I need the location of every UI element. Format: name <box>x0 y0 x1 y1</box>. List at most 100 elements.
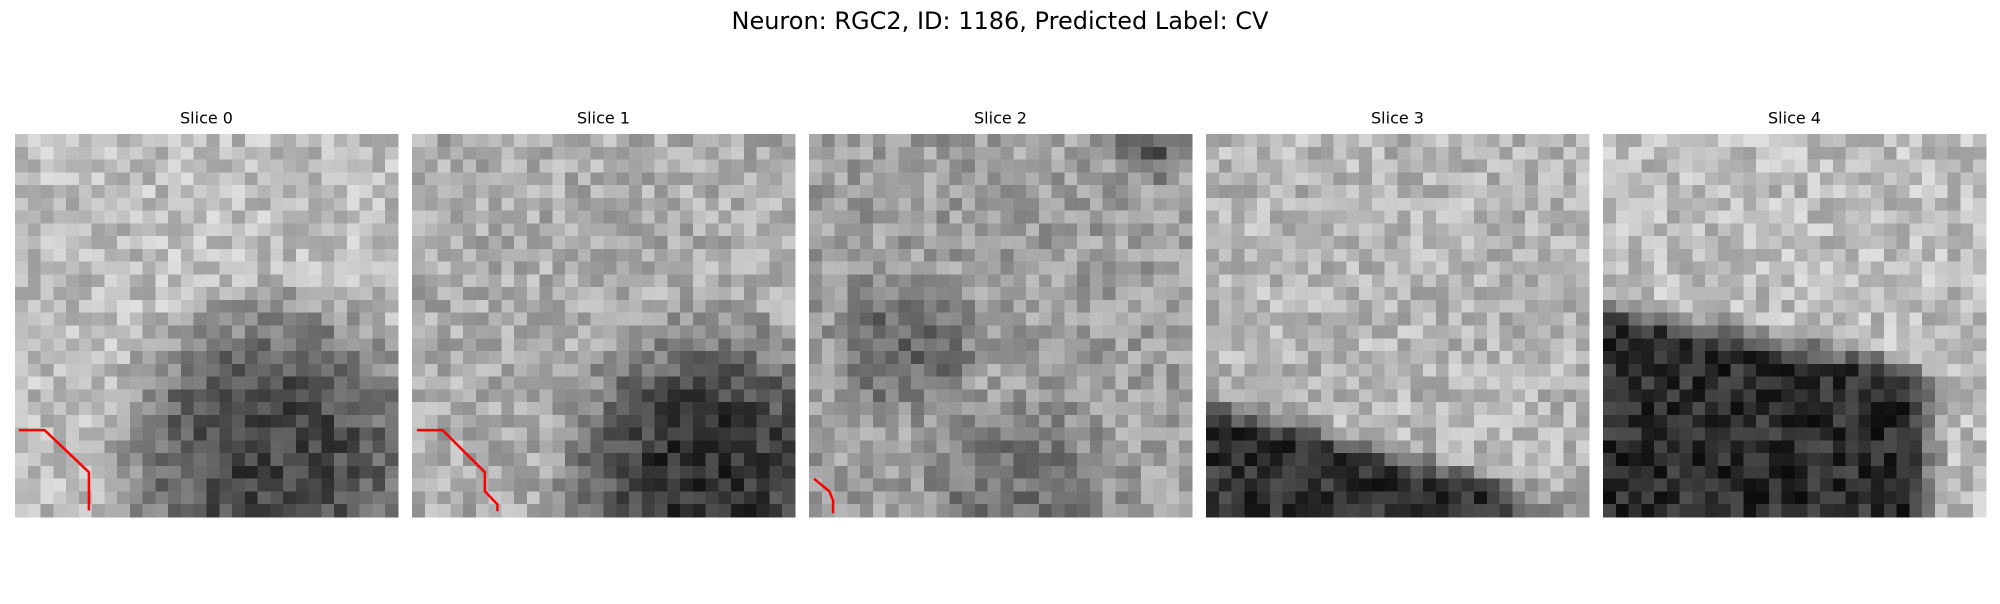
pixel <box>1871 504 1885 518</box>
pixel <box>295 312 310 327</box>
pixel <box>1563 159 1577 173</box>
pixel <box>501 261 515 276</box>
pixel <box>334 389 348 403</box>
pixel <box>1768 274 1783 288</box>
pixel <box>1615 299 1630 314</box>
pixel <box>450 376 464 390</box>
pixel <box>1486 146 1501 161</box>
pixel <box>616 504 630 518</box>
pixel <box>1705 389 1719 403</box>
pixel <box>168 197 182 212</box>
pixel <box>974 440 989 454</box>
pixel <box>860 223 874 237</box>
pixel <box>1550 402 1565 416</box>
pixel <box>680 210 694 224</box>
pixel <box>1206 185 1220 199</box>
pixel <box>1832 146 1847 161</box>
pixel <box>1371 478 1386 493</box>
pixel <box>1077 491 1091 505</box>
pixel <box>1756 236 1770 250</box>
pixel <box>1883 159 1898 173</box>
pixel <box>987 351 1002 365</box>
pixel <box>359 172 374 186</box>
pixel <box>1102 146 1116 161</box>
pixel <box>142 491 157 505</box>
pixel <box>334 440 348 454</box>
pixel <box>1128 376 1142 390</box>
pixel <box>66 402 80 416</box>
pixel <box>1013 146 1027 161</box>
pixel <box>27 491 42 505</box>
pixel <box>629 363 643 378</box>
pixel <box>283 134 297 148</box>
pixel <box>1922 299 1936 314</box>
pixel <box>552 134 566 148</box>
pixel <box>821 504 836 518</box>
pixel <box>1717 465 1732 480</box>
pixel <box>168 478 182 493</box>
pixel <box>1295 159 1309 173</box>
pixel <box>180 363 195 378</box>
pixel <box>1231 504 1245 518</box>
pixel <box>155 363 169 378</box>
pixel <box>1128 389 1142 403</box>
pixel <box>1153 299 1168 314</box>
pixel <box>1934 299 1949 314</box>
pixel <box>1525 185 1539 199</box>
pixel <box>949 248 963 263</box>
pixel <box>193 134 208 148</box>
pixel <box>1333 351 1348 365</box>
pixel <box>1461 504 1475 518</box>
pixel <box>974 478 989 493</box>
pixel <box>526 236 541 250</box>
pixel <box>577 287 592 301</box>
pixel <box>1371 338 1386 352</box>
pixel <box>577 376 592 390</box>
pixel <box>53 453 67 467</box>
pixel <box>334 274 348 288</box>
pixel <box>1384 261 1399 276</box>
pixel <box>359 504 374 518</box>
pixel <box>372 172 386 186</box>
pixel <box>129 478 144 493</box>
pixel <box>552 465 566 480</box>
pixel <box>1257 134 1271 148</box>
pixel <box>872 210 887 224</box>
pixel <box>219 210 233 224</box>
pixel <box>641 248 656 263</box>
pixel <box>705 146 719 161</box>
pixel <box>718 478 732 493</box>
pixel <box>104 414 118 429</box>
pixel <box>232 210 246 224</box>
pixel <box>437 325 451 339</box>
pixel <box>872 185 887 199</box>
pixel <box>78 287 93 301</box>
pixel <box>962 274 976 288</box>
pixel <box>1140 414 1155 429</box>
pixel <box>1679 236 1693 250</box>
pixel <box>463 465 477 480</box>
pixel <box>1666 389 1681 403</box>
pixel <box>809 236 823 250</box>
pixel <box>1231 427 1245 441</box>
pixel <box>1576 338 1590 352</box>
pixel <box>1115 146 1129 161</box>
pixel <box>450 491 464 505</box>
pixel <box>514 351 528 365</box>
pixel <box>1397 376 1411 390</box>
pixel <box>346 146 361 161</box>
pixel <box>1000 351 1014 365</box>
pixel <box>1474 491 1488 505</box>
pixel <box>1218 159 1233 173</box>
pixel <box>1410 338 1424 352</box>
pixel <box>1333 248 1348 263</box>
pixel <box>1909 440 1923 454</box>
pixel <box>78 491 93 505</box>
pixel <box>1206 159 1220 173</box>
pixel <box>180 223 195 237</box>
pixel <box>1807 261 1821 276</box>
pixel <box>1051 159 1065 173</box>
pixel <box>1845 248 1859 263</box>
pixel <box>1000 363 1014 378</box>
pixel <box>1000 414 1014 429</box>
